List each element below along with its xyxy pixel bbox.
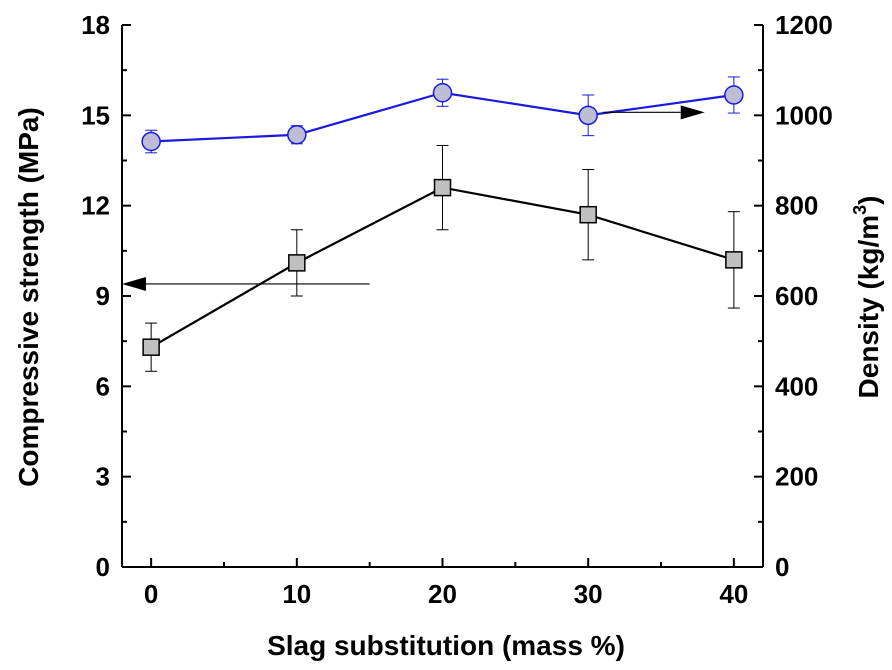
strength-point	[433, 178, 452, 197]
series-layer	[141, 76, 744, 372]
strength-point	[142, 338, 160, 356]
left-axis-title: Compressive strength (MPa)	[13, 107, 44, 487]
right-y-tick-label: 1200	[775, 10, 833, 40]
x-tick-label: 20	[428, 579, 457, 609]
density-point	[287, 125, 307, 145]
right-y-tick-label: 1000	[775, 100, 833, 130]
strength-point	[579, 205, 597, 224]
x-tick-label: 30	[574, 579, 603, 609]
left-y-tick-label: 3	[96, 462, 110, 492]
x-tick-label: 40	[719, 579, 748, 609]
annotation-layer	[122, 105, 705, 291]
right-axis-ticks: 0 200 400 600 800 1000 1200	[754, 10, 833, 582]
left-y-tick-label: 6	[96, 371, 110, 401]
right-axis-title: Density (kg/m3)	[850, 196, 884, 399]
strength-point	[725, 251, 743, 269]
right-axis-title-suffix: )	[853, 196, 884, 205]
left-y-tick-label: 9	[96, 281, 110, 311]
left-axis-ticks: 0 3 6 9 12 15 18	[81, 10, 131, 582]
density-point	[432, 83, 453, 103]
arrow-head-left-axis	[122, 276, 146, 291]
left-y-tick-label: 18	[81, 10, 110, 40]
x-axis-ticks: 0 10 20 30 40	[144, 558, 748, 609]
left-y-tick-label: 12	[81, 191, 110, 221]
x-tick-label: 0	[144, 579, 158, 609]
x-tick-label: 10	[282, 579, 311, 609]
right-y-tick-label: 400	[775, 371, 818, 401]
density-point	[578, 105, 598, 126]
arrow-head-right-axis	[680, 105, 705, 120]
right-y-tick-label: 600	[775, 281, 818, 311]
left-y-tick-label: 15	[81, 100, 110, 130]
right-axis-title-main: Density (kg/m	[853, 215, 884, 399]
density-point	[724, 85, 744, 105]
right-axis-title-superscript: 3	[850, 205, 870, 215]
left-y-tick-label: 0	[96, 552, 110, 582]
x-axis-title: Slag substitution (mass %)	[267, 630, 625, 661]
strength-point	[288, 254, 306, 272]
density-point	[141, 131, 161, 152]
right-y-tick-label: 200	[775, 462, 818, 492]
right-y-tick-label: 800	[775, 191, 818, 221]
right-y-tick-label: 0	[775, 552, 789, 582]
